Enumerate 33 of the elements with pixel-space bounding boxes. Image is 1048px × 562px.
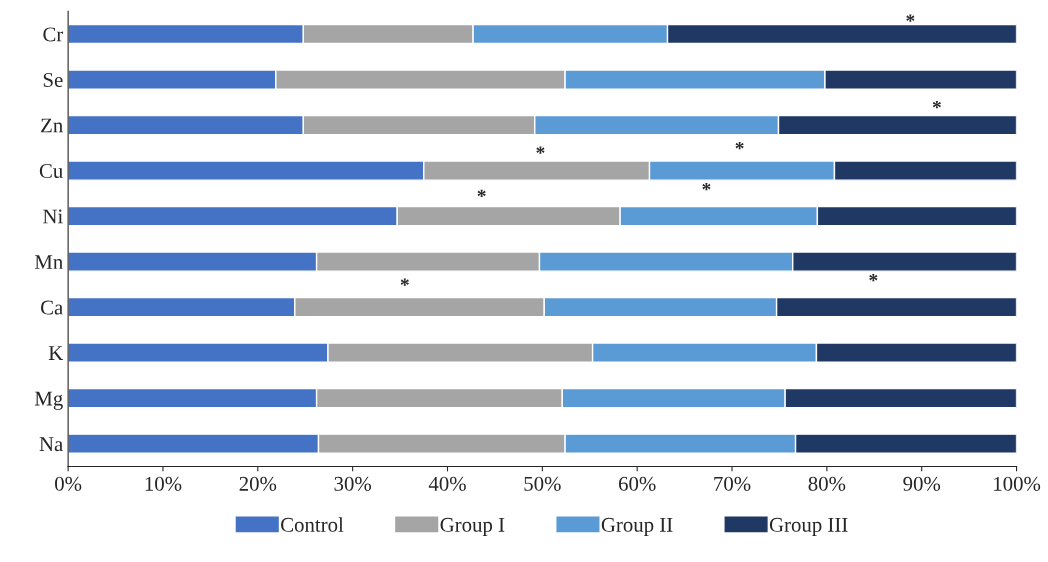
y-tick-label: Mn	[34, 255, 63, 269]
annotation: *	[702, 182, 711, 191]
legend-label: Group III	[769, 517, 848, 537]
x-tick-label: 90%	[903, 476, 941, 491]
y-tick-label: Mg	[34, 391, 63, 410]
x-tick-label: 50%	[524, 476, 561, 491]
annotation: *	[400, 278, 409, 286]
y-tick-label: K	[48, 346, 64, 360]
annotation: *	[932, 100, 941, 109]
legend-label: Group II	[601, 517, 673, 537]
legend-label: Group I	[440, 517, 505, 537]
annotation: *	[735, 141, 744, 150]
y-tick-label: Na	[39, 437, 63, 452]
annotation: *	[906, 14, 915, 22]
x-tick-label: 20%	[239, 476, 277, 491]
y-tick-label: Cr	[43, 27, 64, 42]
y-tick-label: Ca	[40, 300, 63, 315]
x-tick-label: 60%	[618, 476, 656, 491]
y-tick-label: Cu	[39, 164, 63, 178]
x-tick-label: 100%	[994, 476, 1041, 491]
y-tick-label: Zn	[41, 118, 63, 133]
annotation: *	[536, 146, 545, 154]
x-tick-label: 70%	[714, 476, 751, 491]
x-tick-label: 80%	[808, 476, 846, 491]
x-tick-label: 30%	[334, 476, 372, 491]
annotation: *	[869, 273, 878, 282]
y-tick-label: Ni	[43, 209, 63, 224]
x-tick-label: 40%	[428, 476, 466, 491]
x-tick-label: 0%	[55, 476, 82, 491]
x-tick-label: 10%	[145, 476, 182, 491]
y-tick-label: Se	[43, 72, 63, 87]
annotation: *	[477, 189, 486, 198]
legend-label: Control	[281, 517, 344, 532]
